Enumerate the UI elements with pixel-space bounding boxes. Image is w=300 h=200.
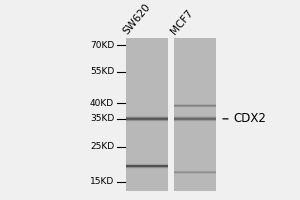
Text: 15KD: 15KD xyxy=(90,177,114,186)
Bar xyxy=(126,38,168,191)
Bar xyxy=(174,117,216,118)
Bar xyxy=(174,115,216,116)
Bar xyxy=(126,121,168,122)
Bar xyxy=(174,120,216,121)
Text: 70KD: 70KD xyxy=(90,41,114,50)
Bar xyxy=(174,170,216,171)
Bar xyxy=(174,171,216,172)
Bar xyxy=(126,164,168,165)
Bar xyxy=(174,119,216,120)
Bar xyxy=(126,120,168,121)
Bar xyxy=(126,163,168,164)
Text: 40KD: 40KD xyxy=(90,99,114,108)
Bar xyxy=(126,117,168,118)
Text: CDX2: CDX2 xyxy=(223,112,266,125)
Text: 55KD: 55KD xyxy=(90,67,114,76)
Bar xyxy=(174,173,216,174)
Bar xyxy=(174,107,216,108)
Text: 25KD: 25KD xyxy=(90,142,114,151)
Bar xyxy=(174,105,216,106)
Bar xyxy=(174,104,216,105)
Bar xyxy=(126,116,168,117)
Bar xyxy=(174,38,216,191)
Bar xyxy=(126,119,168,120)
Bar xyxy=(174,116,216,117)
Bar xyxy=(126,165,168,166)
Bar xyxy=(174,118,216,119)
Bar xyxy=(174,121,216,122)
Bar xyxy=(126,167,168,168)
Bar xyxy=(174,106,216,107)
Bar xyxy=(126,115,168,116)
Bar xyxy=(126,118,168,119)
Text: MCF7: MCF7 xyxy=(169,8,195,37)
Text: SW620: SW620 xyxy=(122,2,153,37)
Bar xyxy=(126,168,168,169)
Bar xyxy=(174,172,216,173)
Bar xyxy=(126,166,168,167)
Text: 35KD: 35KD xyxy=(90,114,114,123)
